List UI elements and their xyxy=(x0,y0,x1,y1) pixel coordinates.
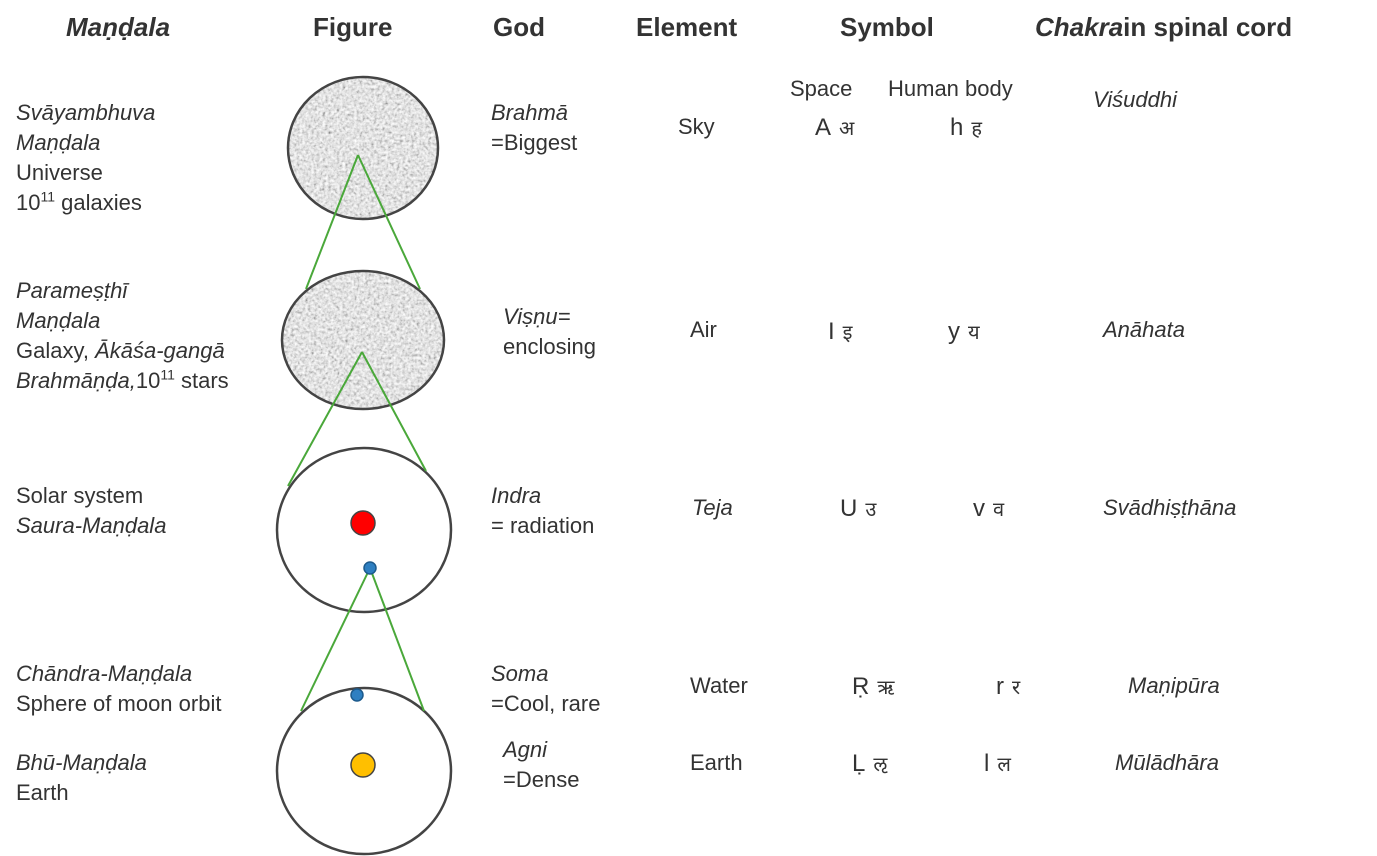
row3-god: Indra = radiation xyxy=(491,481,594,541)
row4-mandala: Chāndra-Maṇḍala Sphere of moon orbit xyxy=(16,659,221,719)
row4-element: Water xyxy=(690,673,748,698)
row1-mandala-line1: Svāyambhuva xyxy=(16,100,156,125)
row1-chakra: Viśuddhi xyxy=(1093,87,1177,112)
earth-dot xyxy=(350,752,376,778)
row3-mandala-line2: Saura-Maṇḍala xyxy=(16,513,167,538)
header-element: Element xyxy=(636,12,738,42)
row5-god-name: Agni xyxy=(503,737,548,762)
row3-mandala: Solar system Saura-Maṇḍala xyxy=(16,481,166,541)
row1-mandala-line2: Maṇḍala xyxy=(16,130,101,155)
row5-mandala-line1: Bhū-Maṇḍala xyxy=(16,750,147,775)
row4-god-meaning: =Cool, rare xyxy=(491,691,601,716)
sun-dot xyxy=(350,510,376,536)
row2-element: Air xyxy=(690,317,717,342)
header-god: God xyxy=(493,12,545,42)
header-chakra: Chakrain spinal cord xyxy=(1035,12,1292,43)
universe-circle xyxy=(286,75,440,221)
row5-mandala-line2: Earth xyxy=(16,780,69,805)
header-figure: Figure xyxy=(313,12,393,42)
row5-god: Agni =Dense xyxy=(503,735,579,795)
row1-element: Sky xyxy=(678,114,715,139)
row1-god: Brahmā =Biggest xyxy=(491,98,577,158)
row2-god: Viṣṇu= enclosing xyxy=(503,302,596,362)
row3-god-name: Indra xyxy=(491,483,542,508)
row1-mandala-line3: Universe xyxy=(16,160,103,185)
row5-god-meaning: =Dense xyxy=(503,767,580,792)
planet-dot xyxy=(363,561,377,575)
row1-mandala-line4: 1011 galaxies xyxy=(16,188,142,215)
row3-god-meaning: = radiation xyxy=(491,513,595,538)
row2-mandala-line4: Brahmāṇḍa,1011 stars xyxy=(16,366,229,393)
row1-god-meaning: =Biggest xyxy=(491,130,578,155)
row5-chakra: Mūlādhāra xyxy=(1115,750,1219,775)
row1-mandala: Svāyambhuva Maṇḍala Universe 1011 galaxi… xyxy=(16,98,155,218)
row3-chakra: Svādhiṣṭhāna xyxy=(1103,495,1237,520)
row4-mandala-line2: Sphere of moon orbit xyxy=(16,691,222,716)
row2-mandala-line2: Maṇḍala xyxy=(16,308,101,333)
row4-god-name: Soma xyxy=(491,661,549,686)
row2-god-meaning: enclosing xyxy=(503,334,596,359)
row4-god: Soma =Cool, rare xyxy=(491,659,600,719)
row4-chakra: Maṇipūra xyxy=(1128,673,1220,698)
moon-dot xyxy=(350,688,364,702)
row4-mandala-line1: Chāndra-Maṇḍala xyxy=(16,661,193,686)
row2-mandala-line1: Parameṣṭhī xyxy=(16,278,128,303)
earth-moon-circle xyxy=(275,686,453,856)
row3-element: Teja xyxy=(692,495,733,520)
row5-mandala: Bhū-Maṇḍala Earth xyxy=(16,748,147,808)
row1-god-name: Brahmā xyxy=(491,100,569,125)
header-chakra-italic: Chakra xyxy=(1035,12,1124,42)
header-symbol: Symbol xyxy=(840,12,934,42)
header-mandala: Maṇḍala xyxy=(66,12,171,42)
subheader-space: Space xyxy=(790,76,853,101)
solar-system-circle xyxy=(275,446,453,614)
zoom-connectors xyxy=(287,154,427,712)
row3-mandala-line1: Solar system xyxy=(16,483,144,508)
galaxy-circle xyxy=(280,269,446,411)
row2-god-name: Viṣṇu= xyxy=(503,304,571,329)
row5-element: Earth xyxy=(690,750,743,775)
header-chakra-rest: in spinal cord xyxy=(1123,12,1293,42)
row2-chakra: Anāhata xyxy=(1103,317,1185,342)
row2-mandala: Parameṣṭhī Maṇḍala Galaxy, Ākāśa-gangā B… xyxy=(16,276,229,396)
subheader-human-body: Human body xyxy=(888,76,1013,101)
row2-mandala-line3: Galaxy, Ākāśa-gangā xyxy=(16,338,225,363)
